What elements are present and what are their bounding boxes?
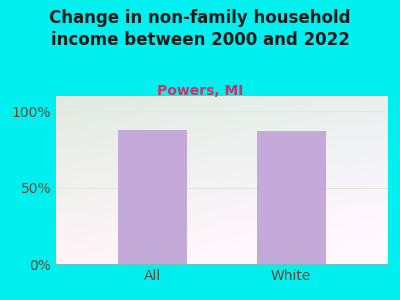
Text: Change in non-family household
income between 2000 and 2022: Change in non-family household income be… [49,9,351,49]
Bar [118,130,188,264]
Text: Powers, MI: Powers, MI [157,84,243,98]
Bar [256,131,326,264]
